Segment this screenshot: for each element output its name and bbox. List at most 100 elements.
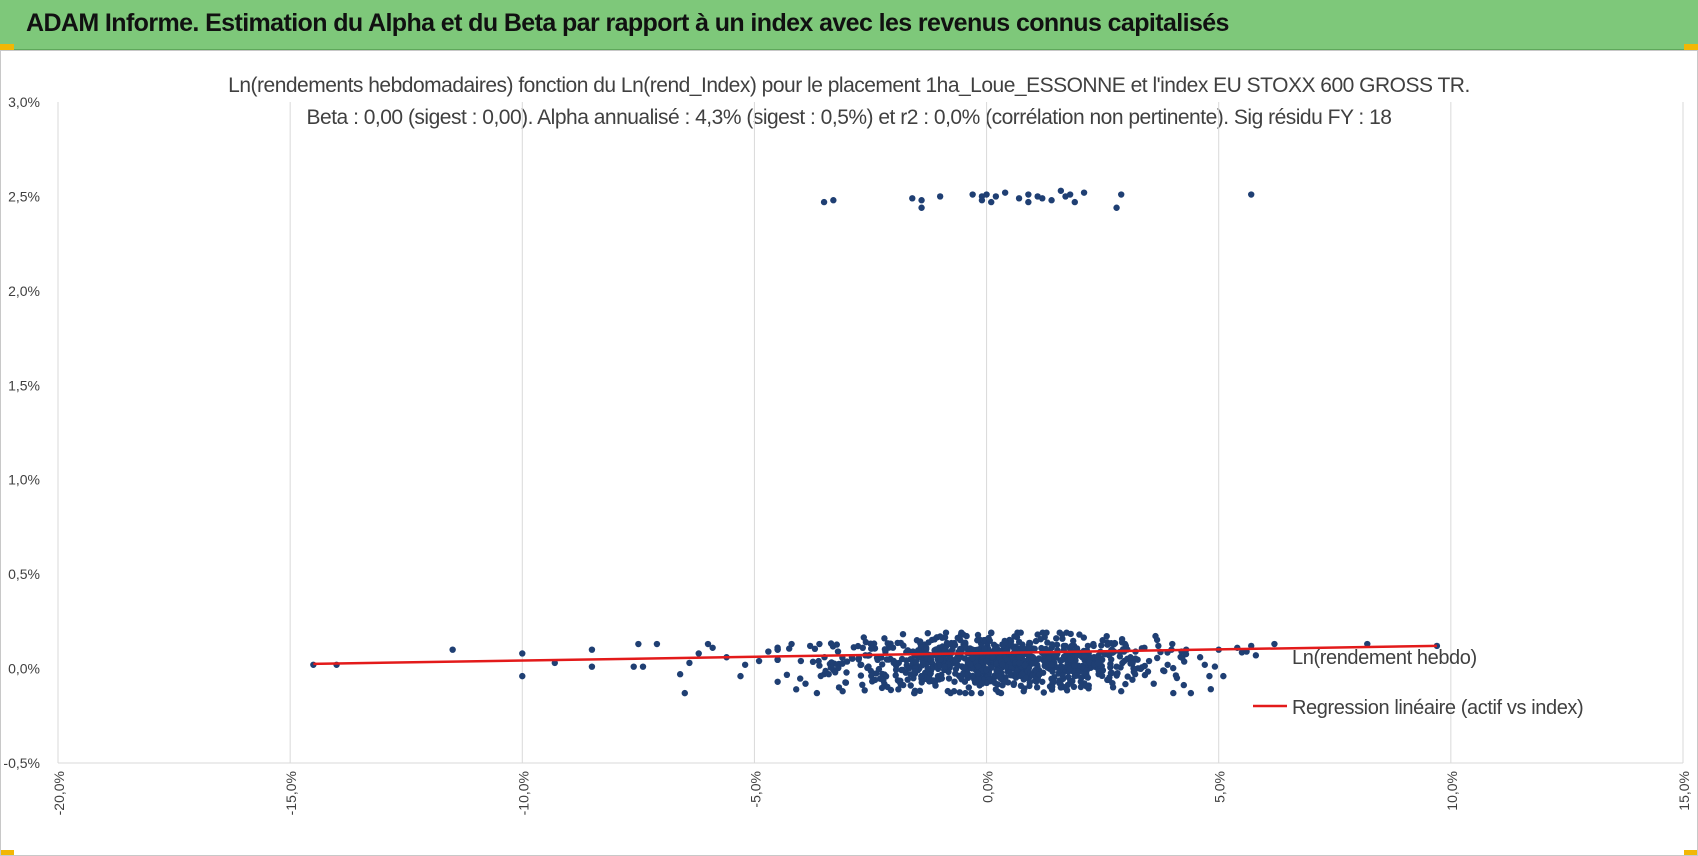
scatter-point <box>1137 665 1144 672</box>
scatter-point <box>1248 191 1255 198</box>
scatter-point <box>887 686 895 694</box>
scatter-point <box>1015 659 1023 667</box>
scatter-point <box>1099 637 1106 644</box>
scatter-point <box>774 678 781 685</box>
scatter-point <box>961 664 968 671</box>
scatter-point <box>1048 197 1055 204</box>
scatter-point <box>966 660 974 668</box>
scatter-point <box>1104 676 1111 684</box>
frame-corner-marker <box>1684 44 1698 50</box>
scatter-point <box>1059 672 1066 679</box>
scatter-point <box>839 660 846 667</box>
scatter-point <box>999 661 1006 669</box>
scatter-point <box>1053 635 1060 642</box>
x-tick-label: -15,0% <box>283 771 299 815</box>
scatter-point <box>1057 684 1065 691</box>
x-tick-label: -5,0% <box>747 771 763 808</box>
scatter-point <box>1127 654 1134 661</box>
scatter-point <box>828 659 835 666</box>
scatter-point <box>941 663 948 670</box>
scatter-point <box>630 663 637 670</box>
scatter-point <box>927 670 934 677</box>
scatter-point <box>1031 645 1038 653</box>
scatter-point <box>868 672 875 680</box>
scatter-point <box>969 654 976 662</box>
scatter-point <box>1043 629 1050 636</box>
scatter-point <box>1017 629 1024 636</box>
scatter-point <box>858 661 865 668</box>
scatter-point <box>924 630 931 637</box>
scatter-point <box>983 666 990 674</box>
scatter-point <box>1062 642 1069 650</box>
scatter-point <box>1068 642 1075 650</box>
scatter-point <box>1073 645 1081 652</box>
scatter-point <box>871 676 879 684</box>
scatter-point <box>1187 689 1195 697</box>
scatter-point <box>839 688 846 695</box>
scatter-point <box>861 687 868 694</box>
scatter-point <box>960 631 967 638</box>
scatter-point <box>1201 661 1208 668</box>
scatter-point <box>969 672 976 679</box>
scatter-point <box>1145 657 1153 665</box>
scatter-point <box>1170 664 1177 672</box>
scatter-point <box>1078 674 1085 682</box>
scatter-point <box>854 642 862 650</box>
scatter-point <box>1134 656 1141 663</box>
scatter-point <box>911 689 918 697</box>
scatter-point <box>1006 669 1013 676</box>
scatter-point <box>1077 683 1085 691</box>
scatter-point <box>1098 642 1105 649</box>
scatter-point <box>1080 189 1088 196</box>
chart-subtitle: Beta : 0,00 (sigest : 0,00). Alpha annua… <box>306 106 1392 129</box>
scatter-point <box>1104 641 1111 648</box>
scatter-point <box>1144 668 1152 675</box>
scatter-point <box>1058 656 1066 664</box>
scatter-point <box>881 646 889 653</box>
scatter-point <box>920 660 927 667</box>
scatter-point <box>1085 682 1092 689</box>
frame-corner-marker <box>1684 850 1698 856</box>
scatter-point <box>1170 689 1177 697</box>
scatter-point <box>1364 640 1371 648</box>
scatter-point <box>1067 630 1074 638</box>
frame-corner-marker <box>0 850 14 856</box>
scatter-point <box>1039 669 1047 676</box>
scatter-point <box>1034 631 1041 638</box>
y-tick-label: 0,5% <box>8 566 40 582</box>
chart-legend: Ln(rendement hebdo) Regression linéaire (… <box>1253 647 1584 719</box>
scatter-point <box>1118 191 1125 198</box>
scatter-point <box>695 650 702 657</box>
scatter-point <box>909 195 916 202</box>
scatter-point <box>859 644 866 651</box>
scatter-point <box>1116 653 1124 660</box>
scatter-point <box>788 640 795 648</box>
scatter-point <box>912 658 920 665</box>
scatter-point <box>1113 663 1120 670</box>
scatter-point <box>1108 656 1115 663</box>
scatter-point <box>1019 644 1026 651</box>
scatter-point <box>1084 642 1092 650</box>
scatter-point <box>1025 198 1032 206</box>
scatter-point <box>1059 635 1066 642</box>
scatter-point <box>1071 672 1078 680</box>
scatter-point <box>1066 191 1074 198</box>
scatter-point <box>1122 680 1129 688</box>
scatter-point <box>1066 665 1074 673</box>
scatter-point <box>1026 682 1033 690</box>
scatter-point <box>1180 681 1188 689</box>
scatter-point <box>997 689 1005 697</box>
scatter-point <box>825 671 832 678</box>
scatter-point <box>918 204 925 211</box>
scatter-point <box>857 672 865 679</box>
scatter-point <box>1152 632 1159 640</box>
scatter-point <box>1118 688 1125 695</box>
regression-layer <box>313 644 1437 666</box>
scatter-point <box>820 198 828 206</box>
scatter-point <box>1050 678 1057 686</box>
scatter-point <box>978 680 986 687</box>
scatter-point <box>1110 641 1118 648</box>
scatter-point <box>992 193 1000 200</box>
scatter-point <box>639 663 647 670</box>
scatter-point <box>1039 195 1046 202</box>
